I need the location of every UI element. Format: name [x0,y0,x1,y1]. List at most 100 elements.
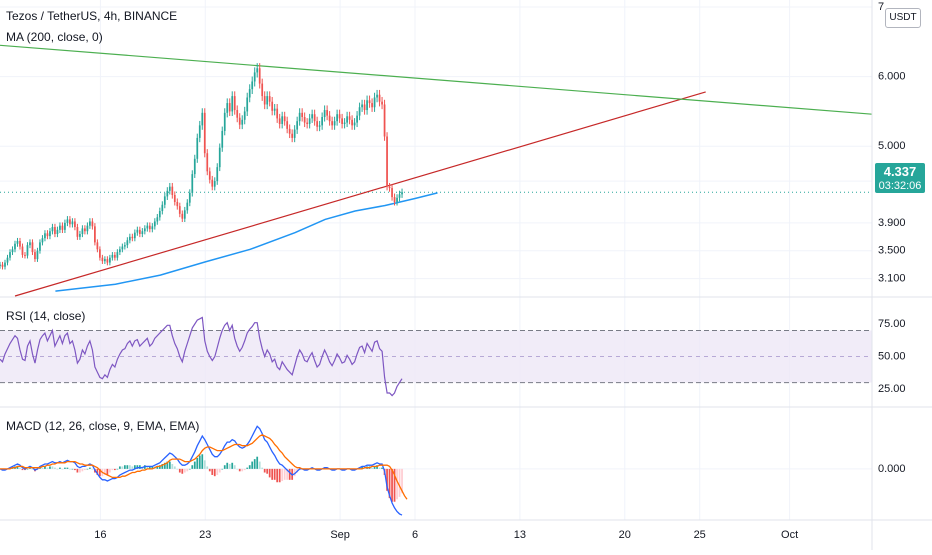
macd-hist-bar [79,468,81,473]
candle-body [216,167,219,182]
candle-body [9,252,11,258]
candle-body [188,192,191,203]
candle-body [191,174,194,193]
macd-hist-bar [99,468,101,477]
candle-body [348,116,351,120]
candle-body [59,225,61,230]
candle-body [156,217,159,222]
time-tick-label: Sep [330,529,350,541]
candle-body [26,245,29,256]
macd-hist-bar [381,467,383,469]
macd-hist-bar [231,462,234,469]
macd-hist-bar [226,462,229,469]
candle-body [19,240,21,247]
candle-body [243,111,246,120]
candle-body [206,153,209,172]
ma-legend[interactable]: MA (200, close, 0) [6,30,103,44]
candle-body [36,250,39,260]
currency-label: USDT [889,12,917,23]
candle-body [126,240,129,246]
candle-body [113,254,116,258]
candle-body [111,254,114,258]
candle-body [361,104,363,108]
rsi-legend-text: RSI (14, close) [6,309,86,323]
candle-body [61,225,64,230]
candle-body [368,100,371,104]
macd-hist-bar [271,468,274,480]
candle-body [381,101,383,105]
candle-body [163,196,166,205]
time-tick-label: 23 [199,529,211,541]
candle-body [79,234,81,237]
macd-hist-bar [54,467,56,469]
macd-hist-bar [16,466,19,469]
rsi-legend[interactable]: RSI (14, close) [6,309,85,323]
rsi-tick-label: 75.00 [878,318,906,330]
candle-body [161,204,164,212]
macd-hist-bar [123,465,126,469]
currency-button[interactable]: USDT [885,8,921,28]
macd-hist-bar [111,468,114,471]
candle-body [66,219,69,223]
macd-hist-bar [96,468,99,475]
macd-hist-bar [261,467,264,469]
candle-body [263,96,266,105]
candle-body [131,236,134,239]
macd-hist-bar [113,468,116,471]
candle-body [198,125,201,138]
candle-body [104,259,106,262]
candle-body [91,221,94,227]
candle-body [318,125,321,127]
macd-hist-bar [393,468,396,502]
macd-legend[interactable]: MACD (12, 26, close, 9, EMA, EMA) [6,419,199,433]
macd-hist-bar [109,468,111,473]
price-tick-label: 5.000 [878,140,906,152]
candle-body [109,257,111,263]
macd-hist-bar [233,465,236,469]
candle-body [218,147,221,168]
candle-body [246,97,249,112]
candle-body [283,116,286,122]
candle-body [281,116,284,124]
candle-body [266,96,269,105]
time-tick-label: 20 [619,529,631,541]
candle-body [166,190,169,197]
candle-body [398,194,401,198]
macd-hist-bar [178,468,181,473]
candle-body [271,101,274,111]
time-tick-label: 16 [94,529,106,541]
chart-lines [0,44,873,516]
candles [0,63,403,270]
candle-body [34,252,36,260]
candle-body [343,122,346,124]
macd-hist-bar [104,468,106,475]
macd-hist-bar [176,468,179,470]
candle-body [226,103,229,113]
candle-body [116,252,119,258]
candle-body [69,219,71,225]
last-price-badge: 4.337 03:32:06 [875,163,925,193]
candle-body [193,158,196,175]
ma-legend-text: MA (200, close, 0) [6,30,103,44]
candle-body [288,128,291,134]
candle-body [151,226,154,230]
macd-hist-bar [91,468,94,470]
macd-hist-bar [31,468,34,470]
candle-body [291,133,294,138]
macd-hist-bar [41,467,44,469]
macd-line [0,425,403,516]
candle-body [228,103,231,112]
candle-body [81,228,84,235]
macd-hist-bar [286,468,289,480]
macd-hist-bar [213,468,216,477]
macd-hist-bar [138,465,141,469]
macd-hist-bar [371,467,373,469]
candle-body [71,221,74,225]
candle-body [196,137,199,159]
candle-body [84,228,86,232]
macd-hist-bar [44,466,46,469]
macd-hist-bar [173,466,176,469]
